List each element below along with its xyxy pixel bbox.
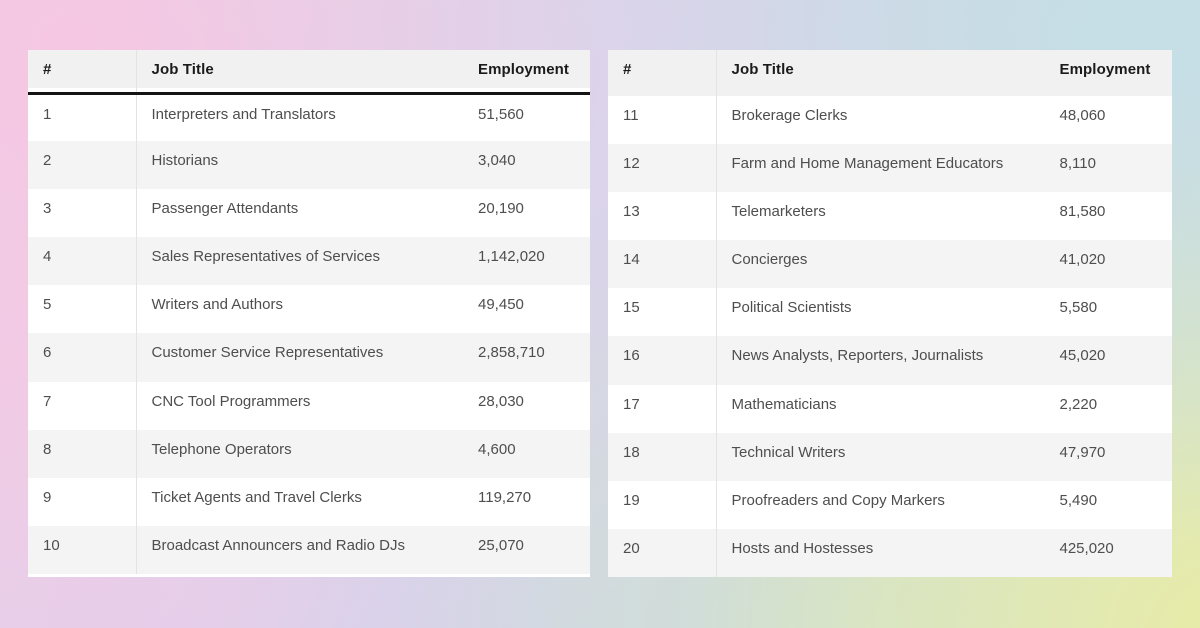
table-row: 20 Hosts and Hostesses 425,020: [608, 528, 1172, 577]
cell-job-title: Hosts and Hostesses: [731, 539, 874, 557]
cell-job-title: Telephone Operators: [151, 440, 292, 458]
cell-rank: 10: [28, 525, 137, 574]
cell-job-title: Interpreters and Translators: [151, 105, 336, 123]
cell-employment: 5,490: [1059, 491, 1098, 509]
cell-rank: 5: [28, 285, 137, 334]
cell-rank: 13: [608, 192, 717, 241]
cell-job-title: Mathematicians: [731, 395, 837, 413]
cell-job-title: Farm and Home Management Educators: [731, 155, 1004, 173]
column-header-title: Job Title: [136, 50, 463, 95]
table-row: 2 Historians 3,040: [28, 141, 590, 190]
cell-rank: 19: [608, 480, 717, 529]
jobs-table-card-1: # Job Title Employment 1 Interpreters and T…: [28, 50, 590, 577]
jobs-table-2: # Job Title Employment 11 Brokerage Clerks 4…: [608, 50, 1172, 577]
cell-job-title: Concierges: [731, 251, 808, 269]
cell-rank: 6: [28, 333, 137, 382]
cell-employment: 48,060: [1059, 107, 1106, 124]
table-row: 4 Sales Representatives of Services 1,142,…: [28, 237, 590, 286]
cell-job-title: News Analysts, Reporters, Journalists: [731, 347, 984, 365]
cell-employment: 45,020: [1059, 347, 1106, 365]
table-row: 19 Proofreaders and Copy Markers 5,490: [608, 480, 1172, 529]
cell-job-title: Passenger Attendants: [151, 200, 299, 218]
table-header: # Job Title Employment: [608, 50, 1172, 96]
table-row: 6 Customer Service Representatives 2,858,7…: [28, 333, 590, 382]
cell-job-title: Sales Representatives of Services: [151, 248, 380, 266]
jobs-table-1: # Job Title Employment 1 Interpreters and T…: [28, 50, 590, 574]
cell-employment: 8,110: [1059, 155, 1096, 173]
cell-job-title: Proofreaders and Copy Markers: [731, 491, 945, 509]
cell-employment: 41,020: [1059, 251, 1106, 269]
cell-job-title: Writers and Authors: [151, 296, 283, 314]
table-row: 10 Broadcast Announcers and Radio DJs 25,0…: [28, 525, 590, 574]
table-row: 18 Technical Writers 47,970: [608, 432, 1172, 481]
cell-rank: 1: [28, 93, 137, 142]
table-row: 15 Political Scientists 5,580: [608, 288, 1172, 337]
cell-rank: 2: [28, 141, 137, 190]
cell-rank: 16: [608, 336, 717, 385]
cell-employment: 1,142,020: [478, 248, 545, 266]
cell-employment: 5,580: [1059, 299, 1098, 317]
table-row: 9 Ticket Agents and Travel Clerks 119,270: [28, 477, 590, 526]
table-row: 17 Mathematicians 2,220: [608, 384, 1172, 433]
cell-employment: 2,858,710: [478, 344, 545, 362]
cell-job-title: Technical Writers: [731, 443, 846, 461]
cell-employment: 4,600: [478, 440, 516, 458]
cell-job-title: Broadcast Announcers and Radio DJs: [151, 536, 405, 554]
cell-rank: 11: [608, 96, 717, 145]
cell-employment: 2,220: [1059, 395, 1098, 413]
cell-rank: 15: [608, 288, 717, 337]
cell-employment: 49,450: [478, 296, 524, 314]
column-header-employment: Employment: [1044, 50, 1172, 96]
jobs-table-card-2: # Job Title Employment 11 Brokerage Clerks 4…: [608, 50, 1172, 577]
table-row: 1 Interpreters and Translators 51,560: [28, 93, 590, 142]
column-header-rank: #: [608, 50, 717, 96]
cell-rank: 3: [28, 189, 137, 238]
cell-rank: 9: [28, 477, 137, 526]
column-header-rank: #: [28, 50, 137, 95]
table-row: 14 Concierges 41,020: [608, 240, 1172, 289]
cell-job-title: Brokerage Clerks: [731, 107, 848, 124]
column-header-employment: Employment: [463, 50, 590, 95]
table-row: 7 CNC Tool Programmers 28,030: [28, 381, 590, 430]
cell-employment: 47,970: [1059, 443, 1106, 461]
cell-employment: 20,190: [478, 200, 524, 218]
cell-rank: 4: [28, 237, 137, 286]
cell-employment: 51,560: [478, 105, 524, 123]
cell-employment: 25,070: [478, 536, 524, 554]
table-row: 8 Telephone Operators 4,600: [28, 429, 590, 478]
table-row: 13 Telemarketers 81,580: [608, 192, 1172, 241]
table-row: 12 Farm and Home Management Educators 8,11…: [608, 144, 1172, 193]
cell-employment: 28,030: [478, 392, 524, 410]
cell-rank: 8: [28, 429, 137, 478]
cell-rank: 18: [608, 432, 717, 481]
cell-job-title: Political Scientists: [731, 299, 852, 317]
cell-employment: 3,040: [478, 152, 516, 170]
cell-rank: 12: [608, 144, 717, 193]
table-header: # Job Title Employment: [28, 50, 590, 95]
cell-employment: 425,020: [1059, 539, 1114, 557]
cell-job-title: Customer Service Representatives: [151, 344, 384, 362]
cell-rank: 7: [28, 381, 137, 430]
cell-job-title: CNC Tool Programmers: [151, 392, 311, 410]
cell-employment: 119,270: [478, 488, 532, 506]
table-row: 16 News Analysts, Reporters, Journalists 4…: [608, 336, 1172, 385]
cell-rank: 20: [608, 528, 717, 577]
column-header-title: Job Title: [716, 50, 1045, 96]
cell-employment: 81,580: [1059, 203, 1106, 221]
cell-rank: 14: [608, 240, 717, 289]
cell-rank: 17: [608, 384, 717, 433]
table-row: 11 Brokerage Clerks 48,060: [608, 96, 1172, 145]
cell-job-title: Ticket Agents and Travel Clerks: [151, 488, 362, 506]
table-row: 3 Passenger Attendants 20,190: [28, 189, 590, 238]
table-row: 5 Writers and Authors 49,450: [28, 285, 590, 334]
cell-job-title: Telemarketers: [731, 203, 826, 221]
cell-job-title: Historians: [151, 152, 219, 170]
